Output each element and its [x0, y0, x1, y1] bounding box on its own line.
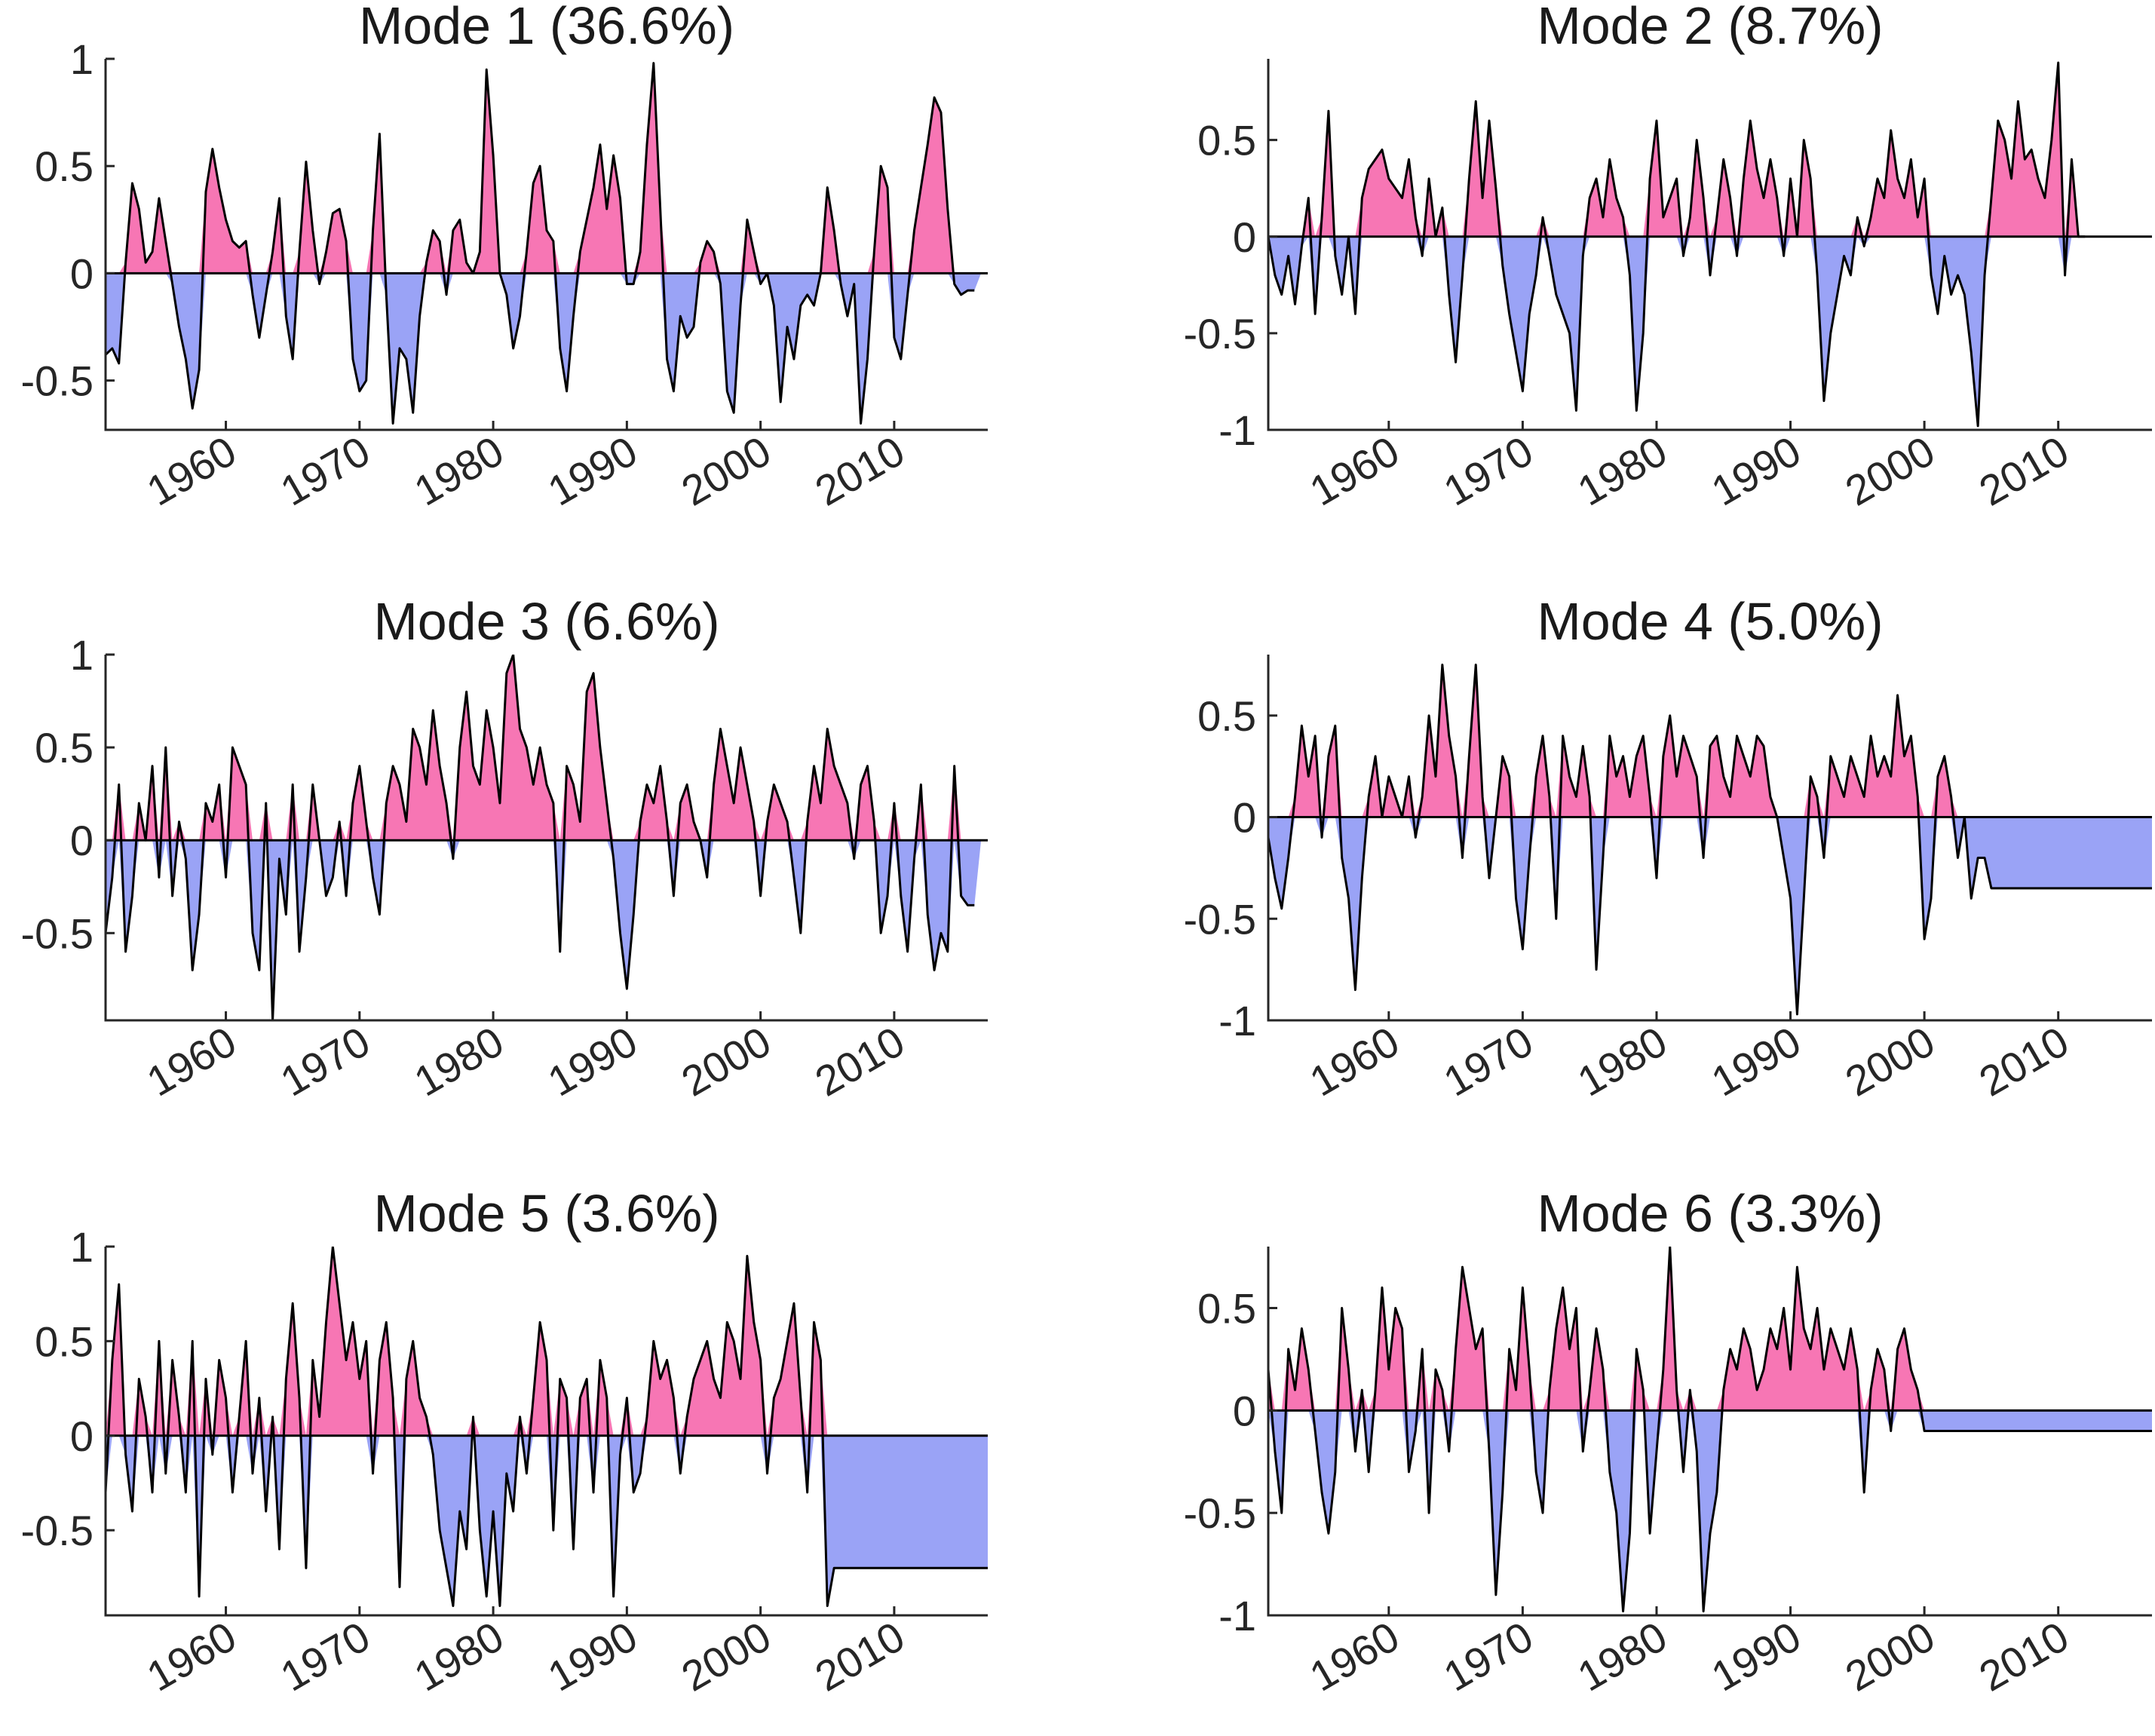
negative-area — [106, 273, 988, 424]
x-tick-label: 1980 — [406, 427, 511, 515]
x-tick-label: 1990 — [540, 1017, 645, 1106]
x-tick-label: 2010 — [1971, 1017, 2076, 1106]
x-tick-label: 1970 — [272, 1612, 377, 1701]
y-tick-label: -1 — [1219, 997, 1256, 1044]
y-tick-label: 0 — [70, 1412, 93, 1460]
positive-area — [1268, 63, 2152, 237]
y-tick-label: -0.5 — [1184, 310, 1257, 357]
x-tick-label: 1990 — [540, 1612, 645, 1701]
y-tick-label: 0 — [70, 817, 93, 864]
negative-area — [106, 1435, 988, 1606]
x-tick-label: 1980 — [406, 1612, 511, 1701]
x-tick-label: 1990 — [1703, 427, 1808, 515]
x-tick-label: 1960 — [139, 427, 244, 515]
y-tick-label: 0 — [1233, 794, 1256, 842]
x-tick-label: 2010 — [808, 427, 912, 515]
panel-mode-1: Mode 1 (36.6%) 1 0.5 0 -0.5 1960 1970 1980 1990… — [21, 0, 988, 515]
panel-title: Mode 3 (6.6%) — [373, 592, 719, 651]
panel-title: Mode 1 (36.6%) — [359, 0, 734, 55]
y-tick-label: 0 — [1233, 213, 1256, 261]
y-tick-label: 0.5 — [1197, 692, 1256, 740]
x-tick-label: 2010 — [808, 1017, 912, 1106]
y-tick-label: -1 — [1219, 1592, 1256, 1639]
axis-lines — [104, 655, 988, 1022]
y-tick-label: 1 — [70, 35, 93, 83]
panel-title: Mode 5 (3.6%) — [373, 1184, 719, 1243]
x-tick-label: 2000 — [1838, 1017, 1942, 1106]
positive-area — [106, 655, 988, 841]
y-tick-label: 0.5 — [35, 143, 93, 190]
panel-mode-4: Mode 4 (5.0%) 0.5 0 -0.5 -1 1960 1970 1980 1990… — [1184, 592, 2152, 1106]
x-tick-label: 2000 — [1838, 1612, 1942, 1701]
axis-lines — [104, 59, 988, 431]
y-tick-label: 0.5 — [35, 724, 93, 771]
x-tick-label: 1990 — [540, 427, 645, 515]
x-tick-label: 1970 — [272, 1017, 377, 1106]
series-line — [106, 655, 975, 1020]
y-tick-label: 0.5 — [1197, 117, 1256, 164]
y-tick-label: 0.5 — [35, 1317, 93, 1365]
x-tick-label: 1960 — [139, 1017, 244, 1106]
panel-title: Mode 4 (5.0%) — [1537, 592, 1883, 651]
x-tick-label: 1960 — [1301, 1612, 1406, 1701]
y-tick-label: -0.5 — [21, 357, 94, 405]
panel-title: Mode 6 (3.3%) — [1537, 1184, 1883, 1243]
x-tick-label: 1980 — [406, 1017, 511, 1106]
x-tick-label: 1980 — [1570, 1612, 1675, 1701]
y-tick-label: 1 — [70, 631, 93, 679]
negative-area — [1268, 817, 2152, 1014]
x-tick-label: 1970 — [1436, 427, 1540, 515]
x-tick-label: 1960 — [1301, 1017, 1406, 1106]
series-line — [1268, 663, 2152, 1016]
x-tick-label: 2000 — [1838, 427, 1942, 515]
y-tick-label: -0.5 — [21, 1507, 94, 1554]
x-tick-label: 2010 — [808, 1612, 912, 1701]
y-tick-label: 0 — [70, 250, 93, 297]
positive-area — [106, 1247, 988, 1436]
y-tick-label: -1 — [1219, 406, 1256, 454]
y-tick-label: -0.5 — [1184, 895, 1257, 943]
x-tick-label: 1990 — [1703, 1612, 1808, 1701]
y-tick-label: -0.5 — [21, 909, 94, 957]
panel-mode-5: Mode 5 (3.6%) 1 0.5 0 -0.5 1960 1970 1980 1990 2… — [21, 1184, 988, 1701]
x-tick-label: 1990 — [1703, 1017, 1808, 1106]
panel-mode-6: Mode 6 (3.3%) 0.5 0 -0.5 -1 1960 1970 1980 1990… — [1184, 1184, 2152, 1701]
series-line — [106, 62, 975, 425]
series-line — [1268, 61, 2086, 428]
x-tick-label: 2000 — [673, 1017, 778, 1106]
positive-area — [1268, 1247, 2152, 1411]
panel-title: Mode 2 (8.7%) — [1537, 0, 1883, 55]
panel-mode-3: Mode 3 (6.6%) 1 0.5 0 -0.5 1960 1970 1980 1990 2… — [21, 592, 988, 1106]
positive-area — [1268, 664, 2152, 817]
panel-mode-2: Mode 2 (8.7%) 0.5 0 -0.5 -1 1960 1970 1980 1990… — [1184, 0, 2152, 515]
x-tick-label: 2000 — [673, 1612, 778, 1701]
x-tick-label: 2010 — [1971, 427, 2076, 515]
y-tick-label: 0 — [1233, 1387, 1256, 1434]
y-tick-label: 1 — [70, 1223, 93, 1271]
x-tick-label: 2010 — [1971, 1612, 2076, 1701]
positive-area — [106, 63, 988, 274]
x-tick-label: 1980 — [1570, 427, 1675, 515]
y-tick-label: -0.5 — [1184, 1489, 1257, 1537]
x-tick-label: 2000 — [673, 427, 778, 515]
x-tick-label: 1980 — [1570, 1017, 1675, 1106]
x-tick-label: 1960 — [1301, 427, 1406, 515]
y-tick-label: 0.5 — [1197, 1285, 1256, 1333]
series-line — [1268, 1247, 2152, 1613]
negative-area — [1268, 1410, 2152, 1612]
x-tick-label: 1970 — [272, 427, 377, 515]
series-line — [106, 1247, 988, 1607]
x-tick-label: 1970 — [1436, 1612, 1540, 1701]
x-tick-label: 1960 — [139, 1612, 244, 1701]
x-tick-label: 1970 — [1436, 1017, 1540, 1106]
axis-lines — [104, 1247, 988, 1617]
negative-area — [106, 840, 988, 1020]
